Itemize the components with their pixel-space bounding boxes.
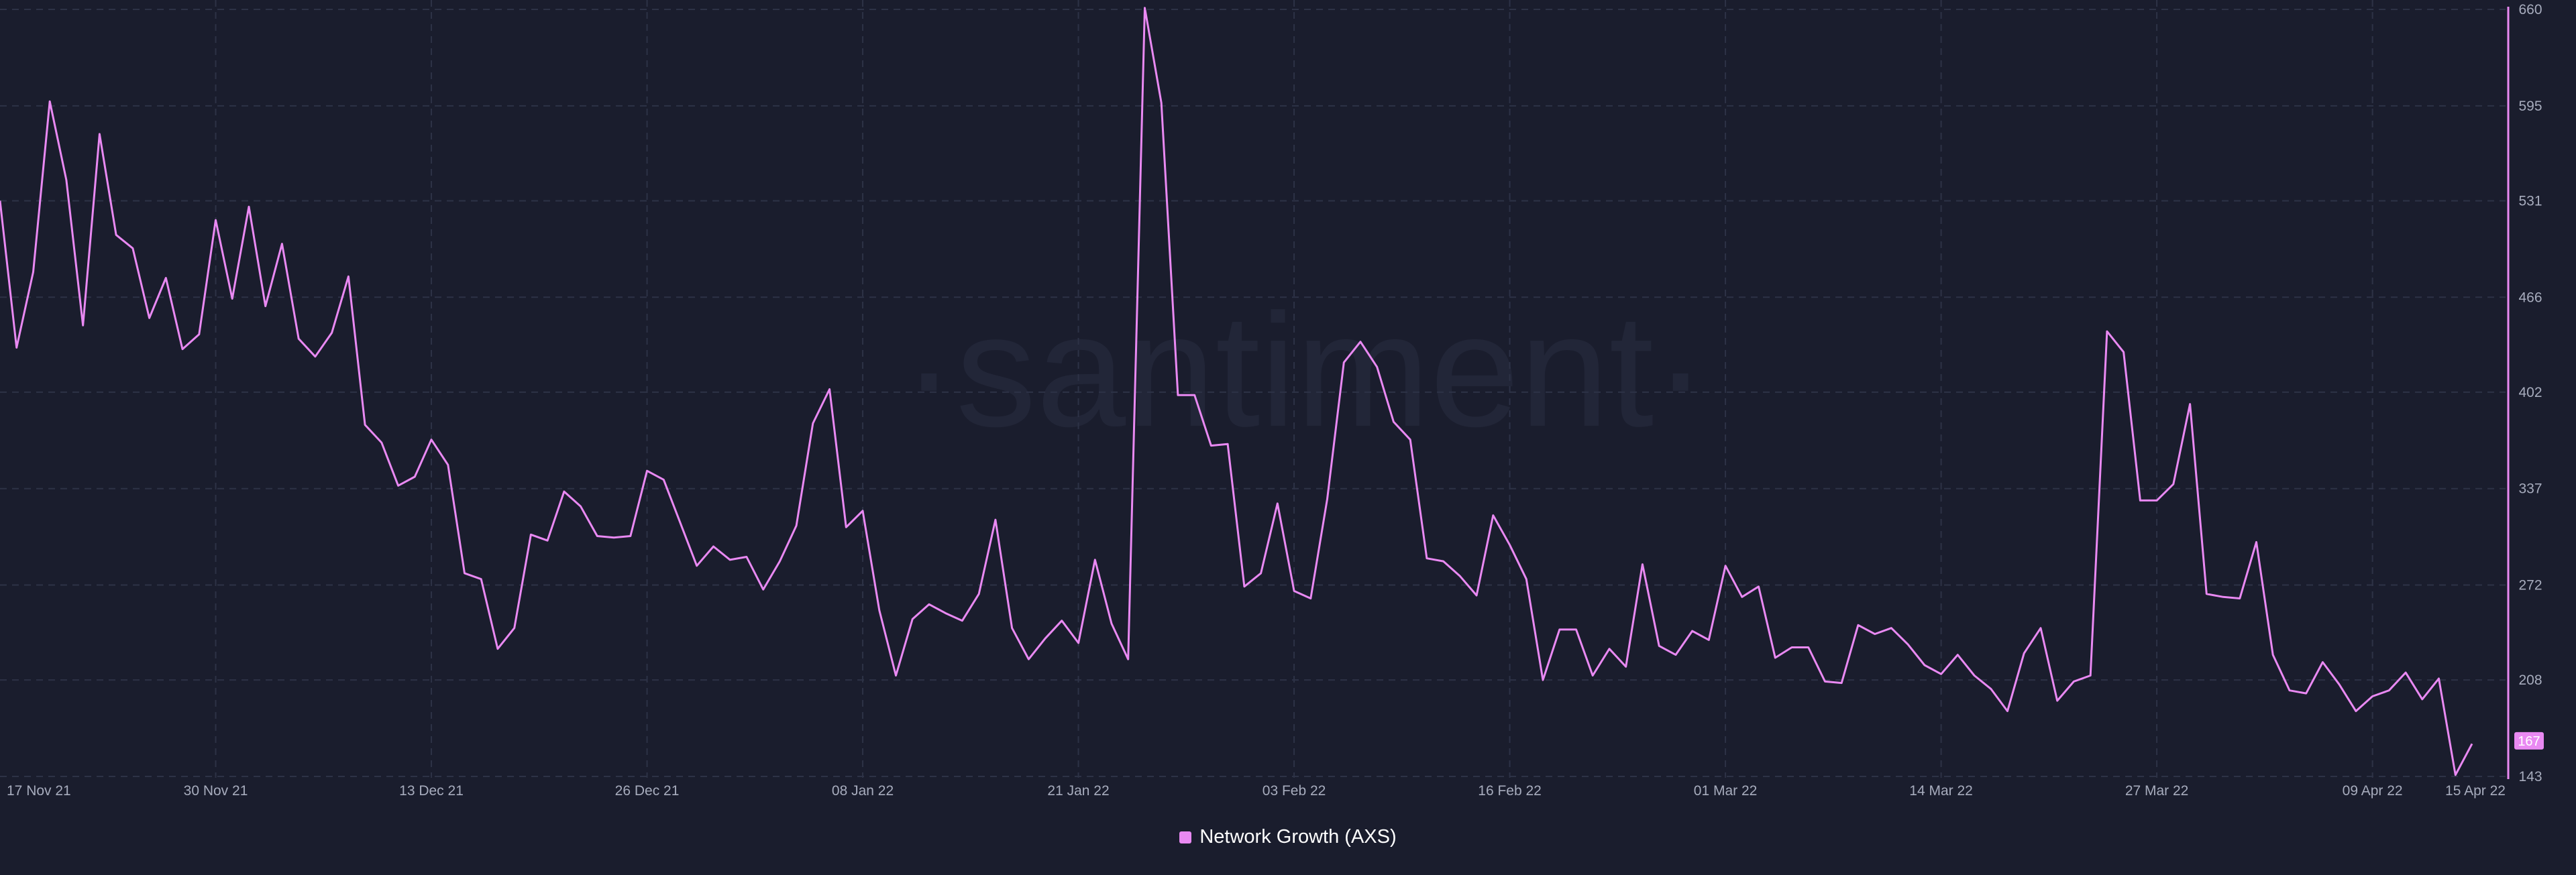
y-tick-label: 466 [2518, 290, 2542, 305]
x-tick-label: 03 Feb 22 [1263, 783, 1326, 799]
x-tick-label: 16 Feb 22 [1478, 783, 1542, 799]
y-tick-label: 531 [2518, 193, 2542, 209]
y-tick-label: 143 [2518, 769, 2542, 784]
x-tick-label: 09 Apr 22 [2343, 783, 2403, 799]
last-value-badge: 167 [2514, 732, 2544, 750]
x-tick-label: 08 Jan 22 [832, 783, 894, 799]
legend-swatch [1179, 831, 1192, 843]
legend[interactable]: Network Growth (AXS) [0, 826, 2576, 848]
x-tick-label: 21 Jan 22 [1047, 783, 1109, 799]
watermark: ·santiment· [902, 280, 1707, 460]
y-tick-label: 402 [2518, 385, 2542, 400]
y-tick-label: 337 [2518, 481, 2542, 497]
y-tick-label: 595 [2518, 99, 2542, 114]
x-tick-label: 15 Apr 22 [2445, 783, 2506, 799]
legend-label: Network Growth (AXS) [1199, 826, 1397, 848]
last-value-badge-label: 167 [2518, 734, 2540, 749]
x-tick-label: 13 Dec 21 [399, 783, 464, 799]
x-tick-label: 01 Mar 22 [1694, 783, 1758, 799]
vertical-gridlines [215, 0, 2373, 778]
x-axis-ticks: 17 Nov 21 30 Nov 21 13 Dec 21 26 Dec 21 08 J… [7, 783, 2506, 799]
x-tick-label: 27 Mar 22 [2125, 783, 2189, 799]
x-tick-label: 17 Nov 21 [7, 783, 71, 799]
series-line-network-growth [0, 7, 2473, 776]
x-tick-label: 14 Mar 22 [1909, 783, 1973, 799]
y-tick-label: 272 [2518, 578, 2542, 593]
x-tick-label: 30 Nov 21 [184, 783, 248, 799]
y-tick-label: 660 [2518, 2, 2542, 17]
y-tick-label: 208 [2518, 673, 2542, 688]
y-axis-ticks: 143 208 272 337 402 466 531 595 660 [2518, 2, 2542, 784]
x-tick-label: 26 Dec 21 [615, 783, 680, 799]
last-value-badge-bg [2514, 732, 2544, 750]
